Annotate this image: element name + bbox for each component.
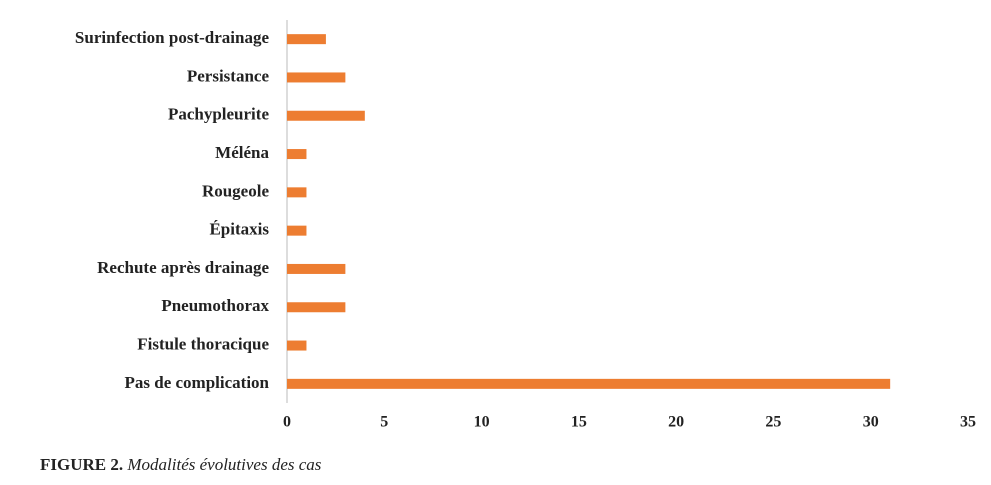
caption: FIGURE 2. Modalités évolutives des cas (40, 455, 322, 474)
bar (287, 149, 307, 160)
y-tick-label: Épitaxis (209, 220, 269, 239)
x-tick-label: 35 (960, 414, 976, 431)
bar (287, 340, 307, 351)
x-tick-label: 15 (571, 414, 587, 431)
x-tick-label: 20 (668, 414, 684, 431)
y-tick-label: Pas de complication (125, 373, 270, 392)
figure-caption: Modalités évolutives des cas (126, 455, 321, 474)
bar (287, 187, 307, 198)
x-tick-label: 25 (765, 414, 781, 431)
y-tick-label: Pneumothorax (161, 296, 269, 315)
x-tick-label: 10 (474, 414, 490, 431)
bar (287, 378, 891, 389)
y-tick-label: Persistance (187, 66, 270, 85)
y-tick-label: Surinfection post-drainage (75, 28, 270, 47)
x-tick-label: 0 (283, 414, 291, 431)
x-tick-label: 30 (863, 414, 879, 431)
y-tick-label: Fistule thoracique (137, 334, 269, 353)
bar (287, 34, 326, 45)
y-tick-label: Pachypleurite (168, 105, 269, 124)
bar (287, 72, 346, 83)
y-tick-label: Méléna (215, 143, 269, 162)
bar (287, 302, 346, 313)
bar (287, 225, 307, 236)
y-tick-label: Rougeole (202, 181, 270, 200)
x-tick-label: 5 (380, 414, 388, 431)
y-tick-label: Rechute après drainage (97, 258, 269, 277)
bar (287, 263, 346, 274)
figure-label: FIGURE 2. (40, 455, 123, 474)
bar (287, 110, 365, 121)
